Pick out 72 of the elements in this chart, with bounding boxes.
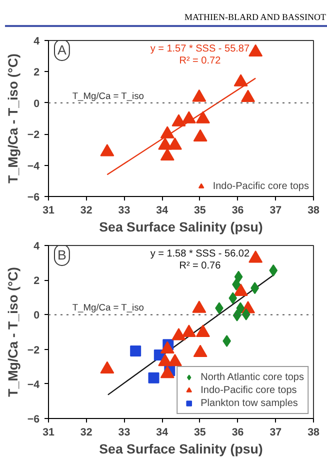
x-tick-label: 38: [308, 426, 320, 438]
ref-line-label: T_Mg/Ca = T_iso: [72, 90, 144, 101]
point: [182, 324, 196, 337]
point: [160, 366, 174, 378]
point: [269, 264, 278, 276]
annotation: R² = 0.76: [179, 260, 222, 272]
annotation: R² = 0.72: [179, 56, 222, 66]
point: [193, 129, 208, 142]
point: [100, 144, 114, 156]
x-tick-label: 38: [308, 204, 320, 216]
legend-label: Indo-Pacific core tops: [200, 384, 297, 396]
point: [192, 89, 206, 102]
y-axis-title: T_Mg/Ca - T_iso (°C): [5, 54, 20, 184]
y-tick-label: −4: [27, 378, 40, 391]
point: [192, 300, 206, 313]
annotation: A: [58, 42, 66, 58]
y-tick-label: −6: [27, 192, 40, 204]
y-tick-label: −6: [27, 414, 40, 426]
y-tick-label: 4: [34, 240, 40, 252]
x-axis-title: Sea Surface Salinity (psu): [99, 442, 263, 456]
point: [196, 111, 210, 124]
x-tick-label: 33: [118, 204, 130, 216]
y-tick-label: 4: [34, 36, 40, 48]
point: [236, 302, 245, 314]
x-tick-label: 34: [156, 426, 168, 438]
x-tick-label: 36: [232, 426, 244, 438]
point: [248, 44, 263, 56]
legend-label: Indo-Pacific core tops: [212, 180, 309, 192]
point: [182, 111, 196, 124]
point: [100, 361, 114, 374]
point: [241, 90, 256, 102]
point: [232, 309, 242, 322]
point: [196, 324, 210, 337]
x-tick-label: 31: [42, 204, 54, 216]
x-tick-label: 32: [80, 426, 92, 438]
annotation: y = 1.58 * SSS - 56.02: [150, 248, 250, 260]
y-tick-label: −2: [27, 344, 40, 356]
point: [228, 292, 238, 304]
point: [160, 341, 174, 354]
x-tick-label: 35: [194, 426, 206, 438]
x-axis-title: Sea Surface Salinity (psu): [99, 220, 263, 234]
point: [172, 328, 186, 340]
point: [193, 344, 208, 358]
x-tick-label: 32: [80, 204, 92, 216]
x-tick-label: 36: [232, 204, 244, 216]
y-tick-label: 0: [34, 310, 40, 322]
x-tick-label: 34: [156, 204, 168, 216]
annotation: y = 1.57 * SSS - 55.87: [150, 44, 250, 54]
y-tick-label: −4: [27, 160, 40, 172]
y-tick-label: 2: [34, 275, 40, 288]
annotation: B: [58, 248, 66, 262]
text: MATHIEN-BLARD AND BASSINOT: [184, 11, 326, 24]
point: [160, 148, 174, 161]
point: [168, 137, 182, 150]
point: [160, 126, 174, 138]
x-tick-label: 37: [270, 426, 282, 438]
y-tick-label: −2: [27, 129, 40, 142]
ref-line-label: T_Mg/Ca = T_iso: [72, 302, 144, 313]
x-tick-label: 37: [270, 204, 282, 216]
legend-label: North Atlantic core tops: [200, 371, 304, 383]
y-tick-label: 0: [34, 98, 40, 110]
point: [242, 308, 250, 320]
y-axis-title: T_Mg/Ca - T_iso (°C): [5, 267, 20, 397]
point: [234, 270, 243, 283]
x-tick-label: 31: [42, 426, 54, 438]
point: [234, 74, 248, 86]
x-tick-label: 33: [118, 426, 130, 438]
point: [172, 114, 186, 126]
x-tick-label: 35: [194, 204, 206, 216]
y-tick-label: 2: [34, 66, 40, 79]
point: [168, 354, 182, 366]
legend-label: Plankton tow samples: [200, 397, 298, 409]
